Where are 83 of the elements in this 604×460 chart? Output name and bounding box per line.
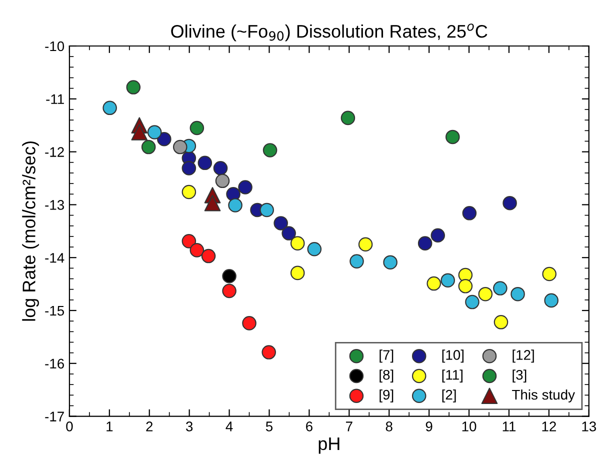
- point: [418, 236, 432, 250]
- point: [198, 156, 212, 170]
- point: [458, 279, 473, 294]
- point: [544, 293, 558, 308]
- point: [222, 284, 236, 298]
- legend-label: [8]: [380, 370, 394, 383]
- point: [182, 184, 196, 200]
- point: [126, 80, 141, 94]
- point: [446, 130, 460, 144]
- y-tick-label: -11: [46, 94, 64, 104]
- point: [493, 281, 508, 296]
- x-tick-label: 0: [66, 422, 73, 432]
- point: [228, 198, 242, 212]
- point: [358, 237, 373, 252]
- x-tick-label: 9: [426, 422, 432, 432]
- x-tick-label: 3: [186, 422, 193, 432]
- point: [465, 294, 480, 310]
- x-tick-label: 5: [266, 422, 273, 432]
- legend-label: [3]: [512, 370, 526, 383]
- x-tick-label: 1: [106, 422, 113, 432]
- point: [340, 110, 356, 126]
- point: [262, 345, 276, 360]
- point: [290, 266, 305, 280]
- point: [147, 125, 162, 140]
- x-tick-label: 13: [582, 422, 596, 432]
- legend-label: [11]: [442, 370, 462, 383]
- point: [494, 314, 508, 330]
- x-tick-label: 8: [386, 422, 392, 432]
- y-tick-label: -13: [45, 200, 64, 210]
- point: [502, 196, 517, 210]
- point: [426, 276, 442, 291]
- point: [182, 161, 196, 176]
- legend-label: [10]: [442, 350, 464, 363]
- y-tick-label: -14: [45, 253, 64, 263]
- point: [172, 140, 188, 154]
- x-tick-label: 7: [346, 422, 352, 432]
- point: [157, 132, 172, 146]
- point: [141, 140, 156, 154]
- point: [215, 174, 230, 188]
- x-tick-label: 10: [462, 422, 476, 432]
- point: [274, 216, 288, 230]
- y-tick-label: -12: [45, 147, 64, 157]
- point: [201, 248, 216, 264]
- x-tick-label: 12: [542, 422, 556, 432]
- y-tick-label: -16: [45, 358, 64, 369]
- legend-label: [7]: [380, 350, 394, 363]
- point: [242, 316, 256, 330]
- x-tick-label: 4: [226, 422, 233, 432]
- chart-title: Olivine (~Fo$_{90}$) Dissolution Rates, 25$^{o}$C: [171, 24, 488, 42]
- point: [238, 180, 252, 194]
- point: [131, 124, 148, 140]
- y-axis-title: log Rate (mol/cm²/sec): [22, 141, 39, 321]
- point: [190, 120, 204, 136]
- point: [182, 234, 196, 248]
- legend-label: [2]: [442, 389, 456, 402]
- point: [204, 194, 221, 212]
- point: [478, 286, 493, 302]
- y-tick-label: -15: [45, 306, 64, 316]
- y-tick-label: -17: [45, 412, 64, 422]
- x-tick-label: 2: [146, 422, 153, 432]
- point: [307, 242, 322, 256]
- point: [213, 161, 228, 176]
- point: [260, 202, 274, 218]
- legend-label: [9]: [380, 389, 394, 402]
- point: [462, 206, 477, 220]
- point: [510, 286, 525, 302]
- x-tick-label: 11: [502, 422, 516, 432]
- x-tick-label: 6: [306, 422, 312, 432]
- x-axis-title: pH: [318, 438, 340, 454]
- legend-label: This study: [512, 389, 575, 402]
- point: [542, 266, 556, 282]
- legend-label: [12]: [512, 350, 534, 363]
- y-tick-label: -10: [45, 41, 64, 52]
- point: [190, 243, 204, 258]
- point: [262, 143, 278, 158]
- point: [102, 100, 117, 116]
- point: [350, 254, 364, 268]
- point: [440, 273, 455, 288]
- point: [383, 255, 398, 270]
- point: [290, 236, 305, 250]
- point: [282, 226, 296, 240]
- point: [222, 268, 236, 284]
- point: [430, 228, 446, 243]
